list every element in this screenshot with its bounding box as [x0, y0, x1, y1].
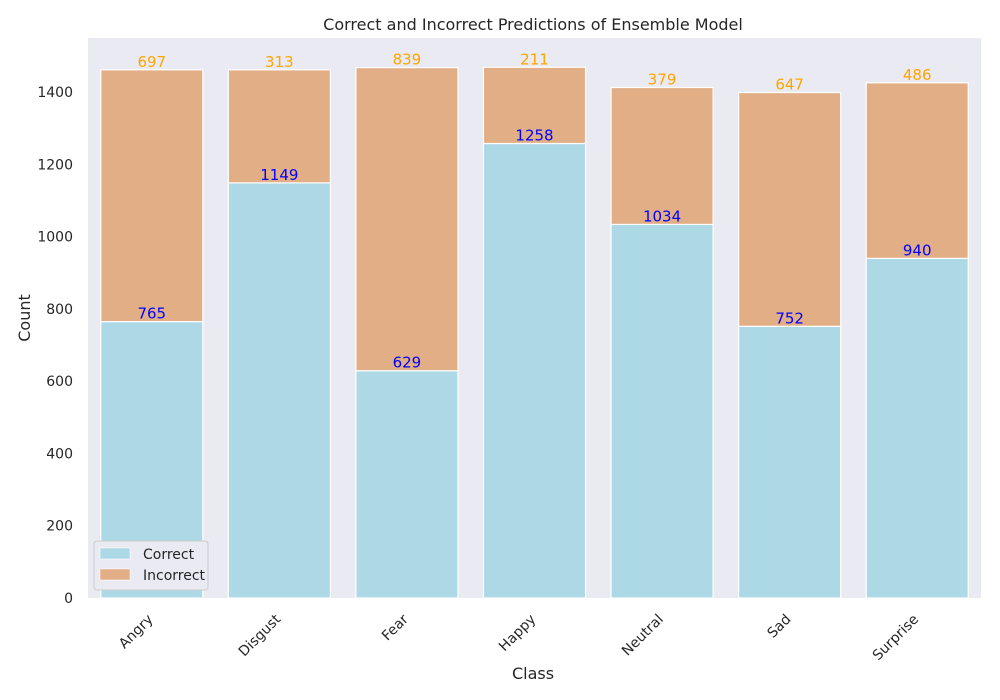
x-tick-label: Disgust — [236, 611, 285, 660]
x-tick-label: Neutral — [619, 612, 667, 660]
x-tick-label: Angry — [116, 612, 157, 653]
y-tick-label: 0 — [64, 591, 73, 607]
bar-incorrect-neutral — [610, 86, 714, 226]
data-label-incorrect-surprise: 486 — [903, 66, 932, 84]
x-tick-label: Surprise — [870, 612, 922, 664]
bar-correct-sad — [738, 325, 842, 599]
bar-correct-surprise — [865, 257, 969, 599]
x-tick-label: Happy — [496, 612, 539, 655]
data-label-correct-happy: 1258 — [515, 126, 553, 144]
y-axis-label: Count — [15, 294, 34, 342]
y-axis-ticks: 0 200 400 600 800 1000 1200 1400 — [37, 85, 73, 607]
bar-incorrect-surprise — [865, 82, 969, 259]
bar-correct-happy — [482, 142, 587, 599]
data-labels-group: 765 697 1149 313 629 839 1258 211 1034 379 752 647 9… — [137, 50, 931, 371]
bar-incorrect-angry — [100, 69, 204, 323]
bar-incorrect-fear — [355, 67, 459, 372]
y-tick-label: 1400 — [37, 85, 73, 101]
data-label-correct-sad: 752 — [775, 309, 804, 327]
legend-swatch-correct — [99, 547, 131, 560]
legend: Correct Incorrect — [93, 540, 209, 591]
bar-correct-fear — [355, 370, 459, 599]
data-label-correct-angry: 765 — [137, 305, 166, 323]
legend-swatch-incorrect — [99, 568, 131, 581]
legend-label-incorrect: Incorrect — [143, 568, 206, 584]
x-tick-label: Fear — [379, 611, 412, 644]
data-label-correct-disgust: 1149 — [260, 166, 298, 184]
bar-correct-neutral — [610, 223, 714, 599]
y-tick-label: 600 — [46, 374, 73, 390]
data-label-incorrect-happy: 211 — [520, 50, 549, 68]
data-label-incorrect-angry: 697 — [137, 53, 166, 71]
data-label-incorrect-neutral: 379 — [648, 70, 677, 88]
legend-label-correct: Correct — [143, 547, 195, 563]
bars-group — [100, 66, 969, 599]
x-axis-ticks: Angry Disgust Fear Happy Neutral Sad Surprise — [116, 611, 922, 664]
y-tick-label: 200 — [46, 519, 73, 535]
bar-incorrect-sad — [738, 91, 842, 327]
data-label-correct-neutral: 1034 — [643, 207, 681, 225]
y-tick-label: 800 — [46, 302, 73, 318]
chart-title: Correct and Incorrect Predictions of Ens… — [323, 15, 743, 34]
data-label-correct-fear: 629 — [393, 354, 422, 372]
data-label-incorrect-sad: 647 — [775, 76, 804, 94]
y-tick-label: 400 — [46, 446, 73, 462]
x-axis-label: Class — [512, 664, 554, 683]
bar-incorrect-happy — [482, 66, 587, 145]
data-label-incorrect-disgust: 313 — [265, 53, 294, 71]
bar-correct-disgust — [227, 182, 331, 599]
x-tick-label: Sad — [765, 612, 795, 642]
bar-incorrect-disgust — [227, 69, 331, 184]
data-label-incorrect-fear: 839 — [393, 51, 422, 69]
y-tick-label: 1200 — [37, 157, 73, 173]
y-tick-label: 1000 — [37, 230, 73, 246]
data-label-correct-surprise: 940 — [903, 241, 932, 259]
